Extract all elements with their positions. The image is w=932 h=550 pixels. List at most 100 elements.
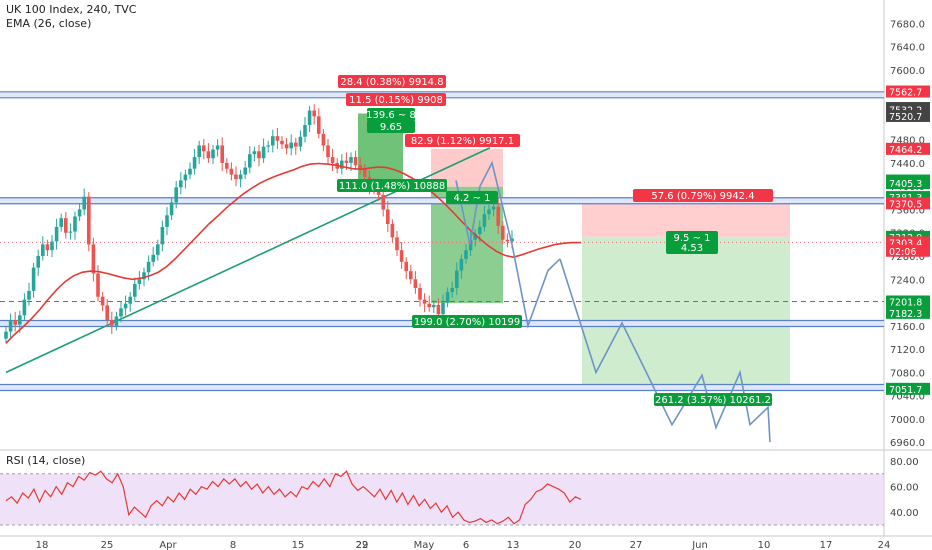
- price-marker-6: 7405.3: [889, 179, 922, 190]
- candle-body-54: [252, 151, 257, 155]
- candle-body-102: [473, 233, 477, 240]
- candle-body-84: [390, 224, 395, 238]
- price-marker-bg-11: [886, 244, 930, 257]
- time-tick-5: 22: [356, 540, 369, 550]
- candle-body-93: [432, 304, 436, 308]
- rsi-tick-1: 60.00: [890, 483, 919, 494]
- candle-body-52: [243, 167, 247, 175]
- candle-body-108: [501, 225, 505, 240]
- candle-body-36: [169, 202, 174, 216]
- candle-body-89: [413, 279, 418, 288]
- price-marker-13: 7182.3: [889, 309, 922, 320]
- time-tick-15: 24: [878, 540, 891, 550]
- time-tick-4: 15: [292, 540, 305, 550]
- candle-body-34: [160, 226, 165, 245]
- candle-body-58: [271, 136, 275, 146]
- candle-body-32: [151, 254, 155, 262]
- candle-body-22: [105, 305, 109, 320]
- rsi-legend: RSI (14, close): [6, 454, 86, 467]
- label-top-1-bg: [338, 75, 446, 88]
- long-label-2: 9.65: [380, 122, 402, 133]
- short2-label-top: 57.6 (0.79%) 9942.4: [651, 191, 754, 202]
- level-band-3: [0, 384, 884, 391]
- candle-body-9: [45, 244, 50, 251]
- candle-body-107: [496, 206, 500, 226]
- short1-label-bottom: 199.0 (2.70%) 10199: [414, 317, 520, 328]
- candle-body-28: [133, 283, 137, 297]
- candle-body-46: [215, 145, 220, 150]
- candle-body-56: [261, 146, 266, 159]
- long-label-1: 139.6 ~ 8: [366, 110, 416, 121]
- candle-body-81: [376, 189, 381, 195]
- candle-body-64: [298, 136, 303, 147]
- candle-body-55: [257, 151, 261, 159]
- label-top-2: 11.5 (0.15%) 9908: [349, 95, 443, 106]
- candle-body-7: [36, 256, 40, 268]
- rsi-band: [0, 473, 884, 525]
- price-tick-11: 7240.0: [890, 275, 925, 286]
- price-tick-15: 7080.0: [890, 368, 925, 379]
- short1-label-ratio: 4.2 ~ 1: [453, 193, 490, 204]
- time-tick-11: 27: [630, 540, 643, 550]
- label-top-1: 28.4 (0.38%) 9914.8: [340, 77, 443, 88]
- candle-body-30: [142, 272, 146, 280]
- candle-body-17: [82, 196, 86, 210]
- time-tick-3: 8: [230, 540, 236, 550]
- candle-body-1: [8, 320, 13, 332]
- time-tick-14: 17: [820, 540, 833, 550]
- candle-body-104: [482, 214, 487, 227]
- price-tick-6: 7440.0: [890, 159, 925, 170]
- candle-body-103: [478, 226, 482, 234]
- candle-body-6: [31, 267, 36, 291]
- candle-body-69: [321, 133, 326, 146]
- candle-body-45: [211, 149, 215, 159]
- candle-body-2: [13, 320, 17, 325]
- candle-body-51: [238, 174, 243, 180]
- candle-body-3: [18, 315, 22, 325]
- time-tick-12: Jun: [691, 540, 708, 550]
- candle-body-59: [275, 136, 280, 141]
- candle-body-25: [119, 308, 123, 317]
- short2-label-ratio-2-bg: [666, 241, 718, 254]
- candle-body-26: [123, 303, 128, 309]
- symbol-title: UK 100 Index, 240, TVC: [6, 3, 137, 16]
- candle-body-40: [188, 168, 192, 175]
- candle-body-5: [27, 290, 31, 300]
- short2-target-zone: [582, 236, 790, 389]
- candle-body-8: [41, 244, 45, 256]
- price-marker-14: 7051.7: [889, 385, 922, 396]
- time-tick-10: 20: [569, 540, 582, 550]
- long-label-1-bg: [367, 108, 415, 121]
- long-label-bottom-bg: [337, 179, 447, 192]
- candle-body-60: [280, 140, 284, 145]
- candle-body-105: [487, 209, 491, 215]
- long-label-bottom: 111.0 (1.48%) 10888: [339, 181, 445, 192]
- candle-body-19: [91, 244, 96, 274]
- price-marker-bg-0: [886, 85, 930, 98]
- candle-body-49: [229, 168, 234, 175]
- candle-body-21: [100, 296, 105, 306]
- price-marker-bg-14: [886, 382, 930, 395]
- rsi-tick-0: 80.00: [890, 457, 919, 468]
- candle-body-96: [445, 292, 450, 303]
- price-tick-0: 7680.0: [890, 19, 925, 30]
- rsi-line: [5, 470, 582, 525]
- candle-body-77: [358, 165, 362, 169]
- time-tick-8: 6: [463, 540, 469, 550]
- candle-body-65: [303, 125, 307, 137]
- candle-body-106: [491, 206, 496, 210]
- time-tick-13: 10: [758, 540, 771, 550]
- price-tick-16: 7040.0: [890, 392, 925, 403]
- candle-body-39: [183, 174, 188, 181]
- price-marker-0: 7562.7: [889, 88, 922, 99]
- candle-body-90: [418, 288, 422, 300]
- candle-body-43: [202, 145, 206, 152]
- price-marker-12: 7201.8: [889, 297, 922, 308]
- ema-line: [5, 162, 581, 344]
- price-marker-10: 7303.4: [889, 238, 922, 249]
- candle-body-70: [326, 145, 330, 158]
- candle-body-100: [464, 250, 468, 259]
- candle-body-97: [450, 288, 454, 293]
- short2-label-ratio-1: 9.5 ~ 1: [673, 233, 710, 244]
